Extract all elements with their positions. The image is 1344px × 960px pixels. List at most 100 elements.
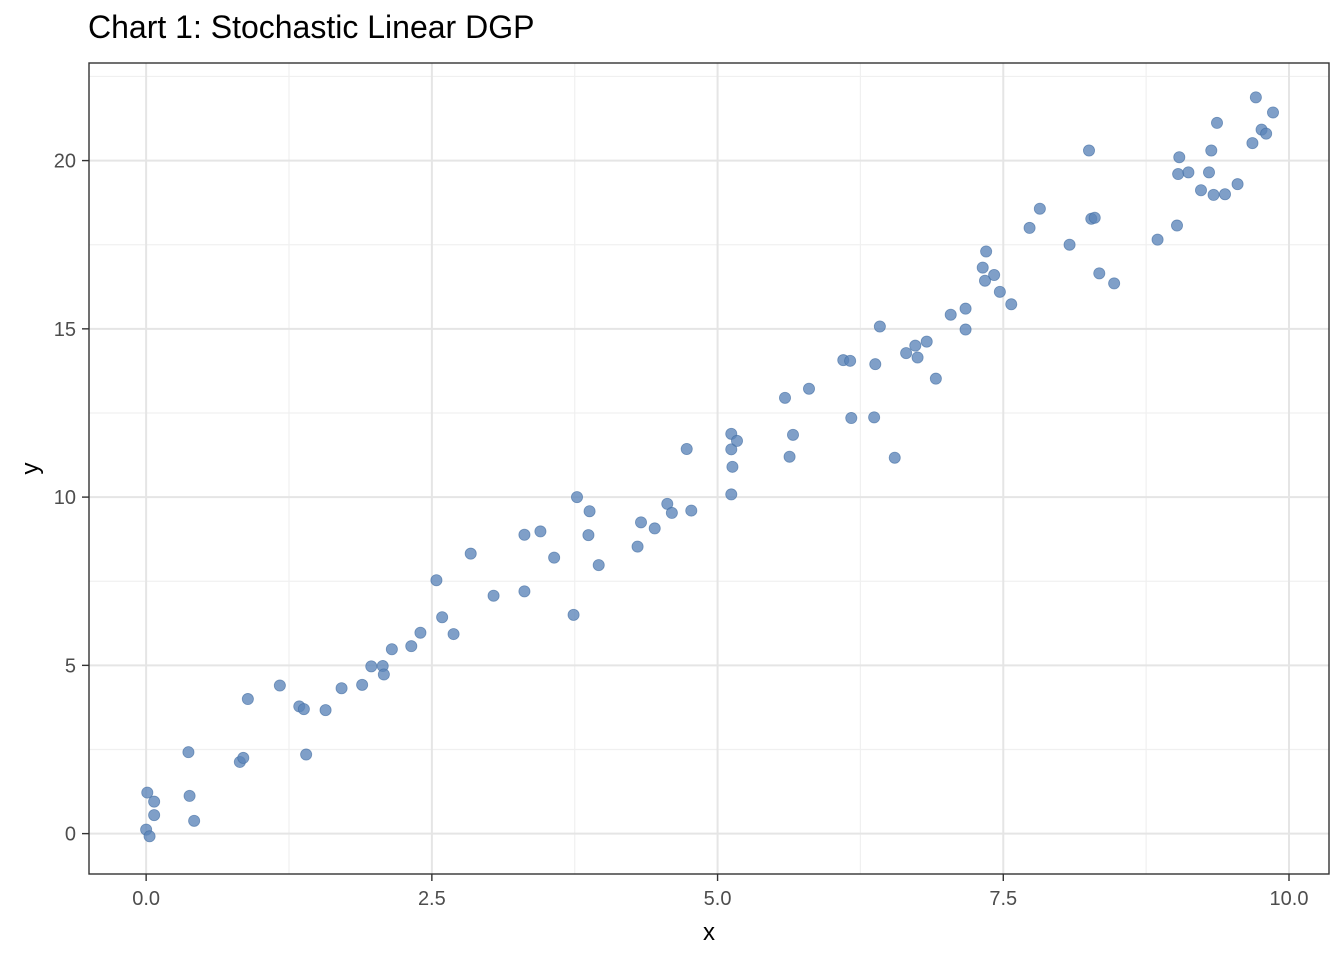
data-point — [845, 412, 858, 425]
data-point — [648, 522, 661, 535]
data-point — [436, 611, 449, 624]
data-point — [1207, 188, 1220, 201]
data-point — [844, 354, 857, 367]
y-axis-title: y — [17, 463, 44, 475]
data-point — [567, 608, 580, 621]
data-point — [1005, 298, 1018, 311]
data-point — [731, 434, 744, 447]
data-point — [582, 529, 595, 542]
data-point — [993, 285, 1006, 298]
data-point — [1093, 267, 1106, 280]
data-point — [725, 443, 738, 456]
data-point — [929, 372, 942, 385]
data-point — [1023, 221, 1036, 234]
data-point — [583, 505, 596, 518]
data-point — [1205, 144, 1218, 157]
data-point — [183, 789, 196, 802]
data-point — [988, 269, 1001, 282]
data-point — [1249, 91, 1262, 104]
x-tick-label: 5.0 — [704, 888, 732, 910]
data-point — [300, 748, 313, 761]
data-point — [1231, 178, 1244, 191]
data-point — [726, 460, 739, 473]
data-point — [385, 643, 398, 656]
x-tick-label: 2.5 — [418, 888, 446, 910]
y-tick-label: 0 — [65, 824, 76, 846]
data-point — [377, 668, 390, 681]
data-point — [868, 411, 881, 424]
data-point — [888, 451, 901, 464]
data-point — [635, 516, 648, 529]
y-tick-label: 20 — [54, 151, 76, 173]
data-point — [979, 274, 992, 287]
x-axis: 0.0 2.5 5.0 7.5 10.0 — [132, 874, 1308, 910]
data-point — [182, 746, 195, 759]
data-point — [1063, 238, 1076, 251]
y-tick-label: 15 — [54, 319, 76, 341]
data-point — [464, 547, 477, 560]
data-point — [534, 525, 547, 538]
data-point — [297, 703, 310, 716]
data-point — [911, 351, 924, 364]
y-tick-label: 5 — [65, 655, 76, 677]
data-point — [1182, 166, 1195, 179]
data-point — [148, 809, 161, 822]
data-point — [959, 302, 972, 315]
x-axis-title: x — [703, 919, 715, 946]
data-point — [1033, 202, 1046, 215]
data-point — [1088, 211, 1101, 224]
data-point — [779, 391, 792, 404]
data-point — [319, 704, 332, 717]
x-tick-label: 0.0 — [132, 888, 160, 910]
data-points — [140, 91, 1280, 843]
data-point — [548, 551, 561, 564]
data-point — [665, 506, 678, 519]
data-point — [900, 347, 913, 360]
data-point — [1151, 233, 1164, 246]
data-point — [365, 660, 378, 673]
data-point — [518, 585, 531, 598]
data-point — [1108, 277, 1121, 290]
data-point — [1219, 188, 1232, 201]
data-point — [571, 491, 584, 504]
data-point — [188, 814, 201, 827]
data-point — [685, 504, 698, 517]
plot-panel — [88, 62, 1330, 875]
data-point — [1260, 127, 1273, 140]
y-axis: 0 5 10 15 20 — [54, 151, 89, 846]
y-tick-label: 10 — [54, 487, 76, 509]
data-point — [405, 640, 418, 653]
data-point — [1211, 116, 1224, 129]
grid — [89, 63, 1329, 874]
data-point — [1203, 166, 1216, 179]
data-point — [959, 323, 972, 336]
data-point — [241, 693, 254, 706]
data-point — [976, 261, 989, 274]
data-point — [869, 358, 882, 371]
data-point — [1195, 184, 1208, 197]
data-point — [980, 245, 993, 258]
data-point — [803, 382, 816, 395]
data-point — [335, 682, 348, 695]
data-point — [273, 679, 286, 692]
data-point — [1171, 219, 1184, 232]
data-point — [592, 559, 605, 572]
data-point — [1173, 151, 1186, 164]
data-point — [944, 308, 957, 321]
data-point — [680, 442, 693, 455]
data-point — [783, 450, 796, 463]
data-point — [143, 830, 156, 843]
data-point — [873, 320, 886, 333]
data-point — [518, 528, 531, 541]
data-point — [1172, 168, 1185, 181]
data-point — [1083, 144, 1096, 157]
data-point — [487, 589, 500, 602]
x-tick-label: 7.5 — [989, 888, 1017, 910]
data-point — [1267, 106, 1280, 119]
data-point — [237, 751, 250, 764]
data-point — [148, 795, 161, 808]
data-point — [725, 488, 738, 501]
x-tick-label: 10.0 — [1270, 888, 1309, 910]
data-point — [430, 574, 443, 587]
